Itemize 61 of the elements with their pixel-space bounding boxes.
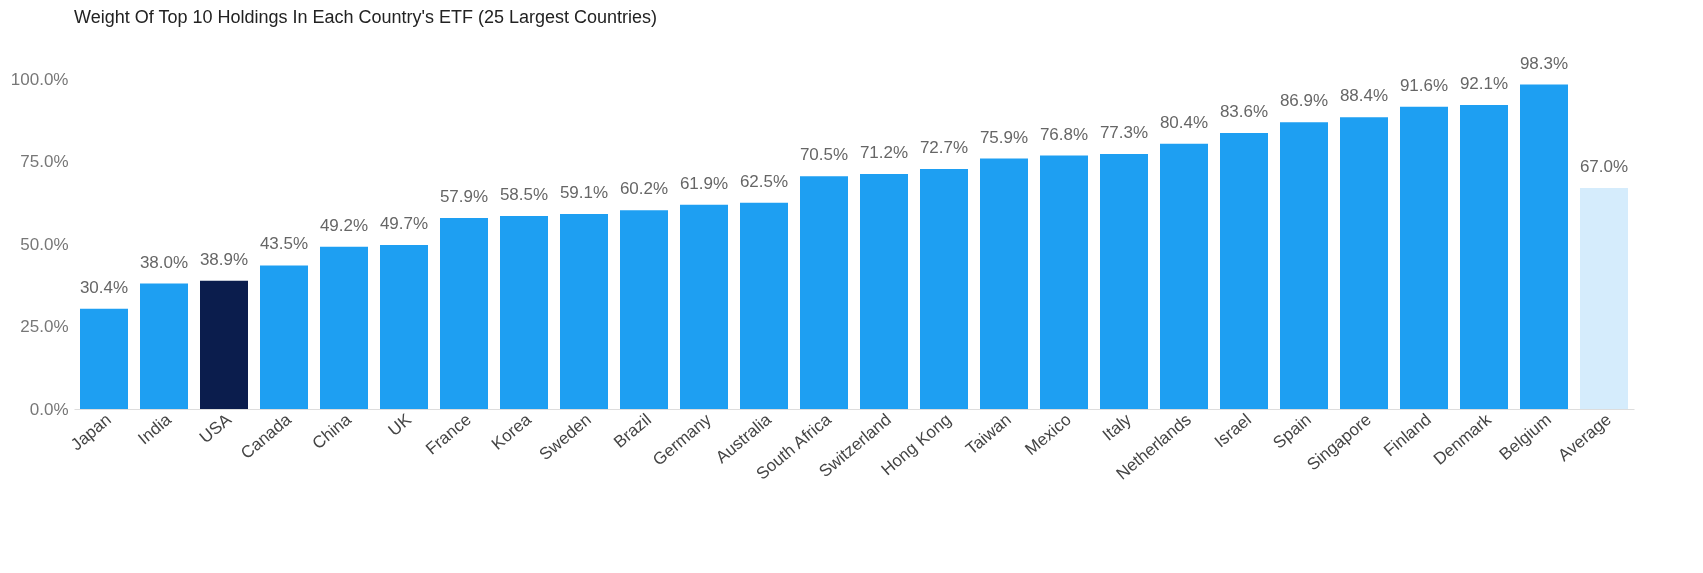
bar (1400, 106, 1448, 409)
data-label: 49.7% (379, 213, 429, 233)
bar (260, 265, 308, 409)
data-label: 59.1% (559, 182, 609, 202)
bar (740, 202, 788, 409)
data-label: 62.5% (739, 171, 789, 191)
bar (920, 169, 968, 409)
data-label: 38.9% (199, 249, 249, 269)
bar (1460, 105, 1508, 409)
bar (1040, 155, 1088, 409)
bar (500, 215, 548, 409)
data-label: 30.4% (79, 277, 129, 297)
bar (680, 204, 728, 409)
bar (800, 176, 848, 409)
bar (140, 283, 188, 409)
data-label: 43.5% (259, 234, 309, 254)
data-label: 80.4% (1159, 112, 1209, 132)
data-label: 91.6% (1399, 75, 1449, 95)
data-label: 77.3% (1099, 122, 1149, 142)
bar (200, 280, 248, 409)
data-label: 70.5% (799, 145, 849, 165)
data-label: 60.2% (619, 179, 669, 199)
data-label: 76.8% (1039, 124, 1089, 144)
bar (1100, 153, 1148, 409)
x-tick-label: UK (384, 409, 416, 440)
data-label: 61.9% (679, 173, 729, 193)
bar (560, 213, 608, 409)
bar (1280, 122, 1328, 409)
bar (980, 158, 1028, 409)
data-label: 72.7% (919, 138, 969, 158)
y-tick-label: 0.0% (29, 399, 69, 419)
data-label: 57.9% (439, 186, 489, 206)
data-label: 67.0% (1579, 156, 1629, 176)
bar (1340, 117, 1388, 409)
data-label: 92.1% (1459, 74, 1509, 94)
data-label: 38.0% (139, 252, 189, 272)
x-tick-label: India (134, 409, 176, 449)
bar (80, 308, 128, 409)
bar (1520, 84, 1568, 409)
bar (320, 246, 368, 409)
data-label: 58.5% (499, 184, 549, 204)
y-tick-label: 75.0% (20, 152, 69, 171)
bar (1580, 187, 1628, 409)
data-label: 75.9% (979, 127, 1029, 147)
bar (1220, 133, 1268, 409)
y-tick-label: 100.0% (10, 69, 69, 89)
bar (620, 210, 668, 409)
bar (440, 217, 488, 409)
data-label: 98.3% (1519, 53, 1569, 73)
bar (380, 244, 428, 409)
data-label: 88.4% (1339, 86, 1389, 106)
x-tick-label: USA (195, 409, 236, 447)
y-tick-label: 50.0% (20, 234, 69, 254)
bar (1160, 143, 1208, 409)
data-label: 71.2% (859, 143, 909, 163)
chart-title: Weight Of Top 10 Holdings In Each Country's ETF (25 Largest Countries) (74, 6, 658, 27)
y-tick-label: 25.0% (20, 317, 69, 336)
data-label: 49.2% (319, 215, 369, 235)
data-label: 86.9% (1279, 91, 1329, 111)
data-label: 83.6% (1219, 102, 1269, 122)
bar (860, 174, 908, 409)
